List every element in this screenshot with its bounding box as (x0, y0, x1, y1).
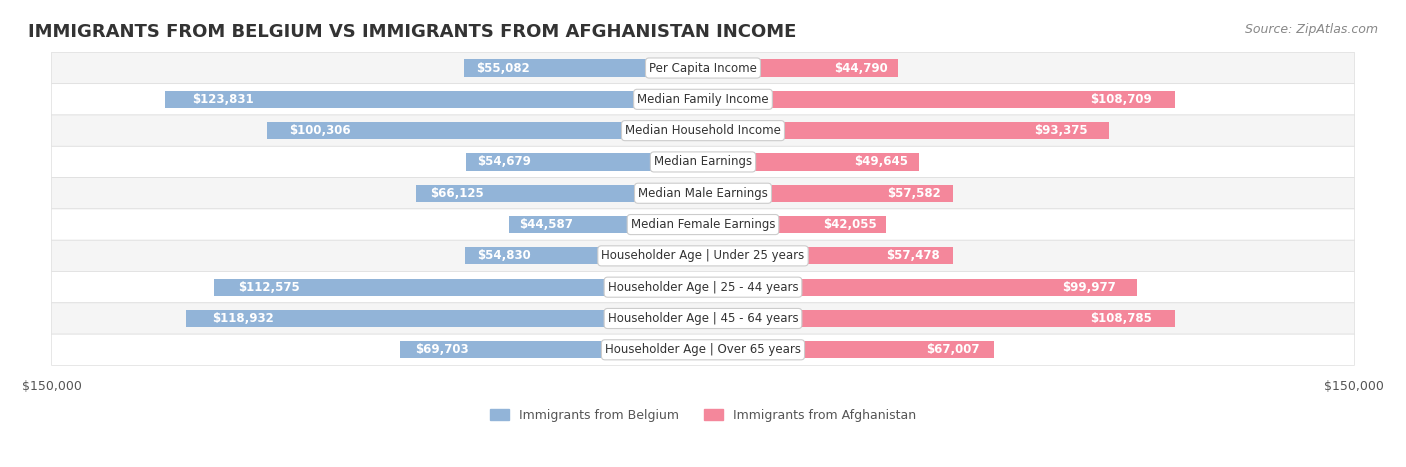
Bar (703, 341, 994, 358)
Text: Median Household Income: Median Household Income (626, 124, 780, 137)
FancyBboxPatch shape (52, 303, 1354, 334)
Bar (267, 122, 703, 139)
Text: Householder Age | Over 65 years: Householder Age | Over 65 years (605, 343, 801, 356)
Bar (703, 122, 1108, 139)
Bar (703, 153, 918, 170)
FancyBboxPatch shape (52, 209, 1354, 240)
Bar (187, 310, 703, 327)
Bar (401, 341, 703, 358)
Text: $42,055: $42,055 (823, 218, 876, 231)
Bar (464, 59, 703, 77)
Text: Median Earnings: Median Earnings (654, 156, 752, 169)
FancyBboxPatch shape (52, 271, 1354, 303)
Text: $44,587: $44,587 (519, 218, 572, 231)
FancyBboxPatch shape (52, 334, 1354, 366)
Text: $112,575: $112,575 (239, 281, 301, 294)
Text: $108,709: $108,709 (1090, 93, 1152, 106)
Text: $100,306: $100,306 (290, 124, 350, 137)
Text: Median Female Earnings: Median Female Earnings (631, 218, 775, 231)
Text: $54,679: $54,679 (478, 156, 531, 169)
Text: Householder Age | Under 25 years: Householder Age | Under 25 years (602, 249, 804, 262)
Bar (509, 216, 703, 233)
Text: $67,007: $67,007 (927, 343, 980, 356)
Text: Source: ZipAtlas.com: Source: ZipAtlas.com (1244, 23, 1378, 36)
Text: $108,785: $108,785 (1090, 312, 1152, 325)
Text: $57,478: $57,478 (886, 249, 941, 262)
FancyBboxPatch shape (52, 146, 1354, 177)
Text: Householder Age | 45 - 64 years: Householder Age | 45 - 64 years (607, 312, 799, 325)
Text: $54,830: $54,830 (477, 249, 530, 262)
Bar (703, 310, 1175, 327)
Text: $93,375: $93,375 (1035, 124, 1088, 137)
Text: $123,831: $123,831 (193, 93, 253, 106)
FancyBboxPatch shape (52, 115, 1354, 146)
Text: $55,082: $55,082 (475, 62, 530, 75)
Bar (703, 279, 1137, 296)
Text: Median Male Earnings: Median Male Earnings (638, 187, 768, 200)
Text: $44,790: $44,790 (834, 62, 887, 75)
Bar (465, 247, 703, 264)
Bar (214, 279, 703, 296)
Text: $49,645: $49,645 (853, 156, 908, 169)
FancyBboxPatch shape (52, 240, 1354, 271)
Text: $69,703: $69,703 (415, 343, 470, 356)
Text: $66,125: $66,125 (430, 187, 484, 200)
Bar (703, 216, 886, 233)
Bar (703, 247, 953, 264)
Text: $99,977: $99,977 (1062, 281, 1115, 294)
Text: $57,582: $57,582 (887, 187, 941, 200)
Bar (416, 184, 703, 202)
Bar (703, 184, 953, 202)
Bar (703, 59, 897, 77)
Bar (703, 91, 1175, 108)
Text: Householder Age | 25 - 44 years: Householder Age | 25 - 44 years (607, 281, 799, 294)
Legend: Immigrants from Belgium, Immigrants from Afghanistan: Immigrants from Belgium, Immigrants from… (485, 403, 921, 427)
Text: Median Family Income: Median Family Income (637, 93, 769, 106)
Text: IMMIGRANTS FROM BELGIUM VS IMMIGRANTS FROM AFGHANISTAN INCOME: IMMIGRANTS FROM BELGIUM VS IMMIGRANTS FR… (28, 23, 796, 42)
Bar (166, 91, 703, 108)
Text: Per Capita Income: Per Capita Income (650, 62, 756, 75)
Bar (465, 153, 703, 170)
FancyBboxPatch shape (52, 52, 1354, 84)
FancyBboxPatch shape (52, 84, 1354, 115)
Text: $118,932: $118,932 (212, 312, 274, 325)
FancyBboxPatch shape (52, 177, 1354, 209)
